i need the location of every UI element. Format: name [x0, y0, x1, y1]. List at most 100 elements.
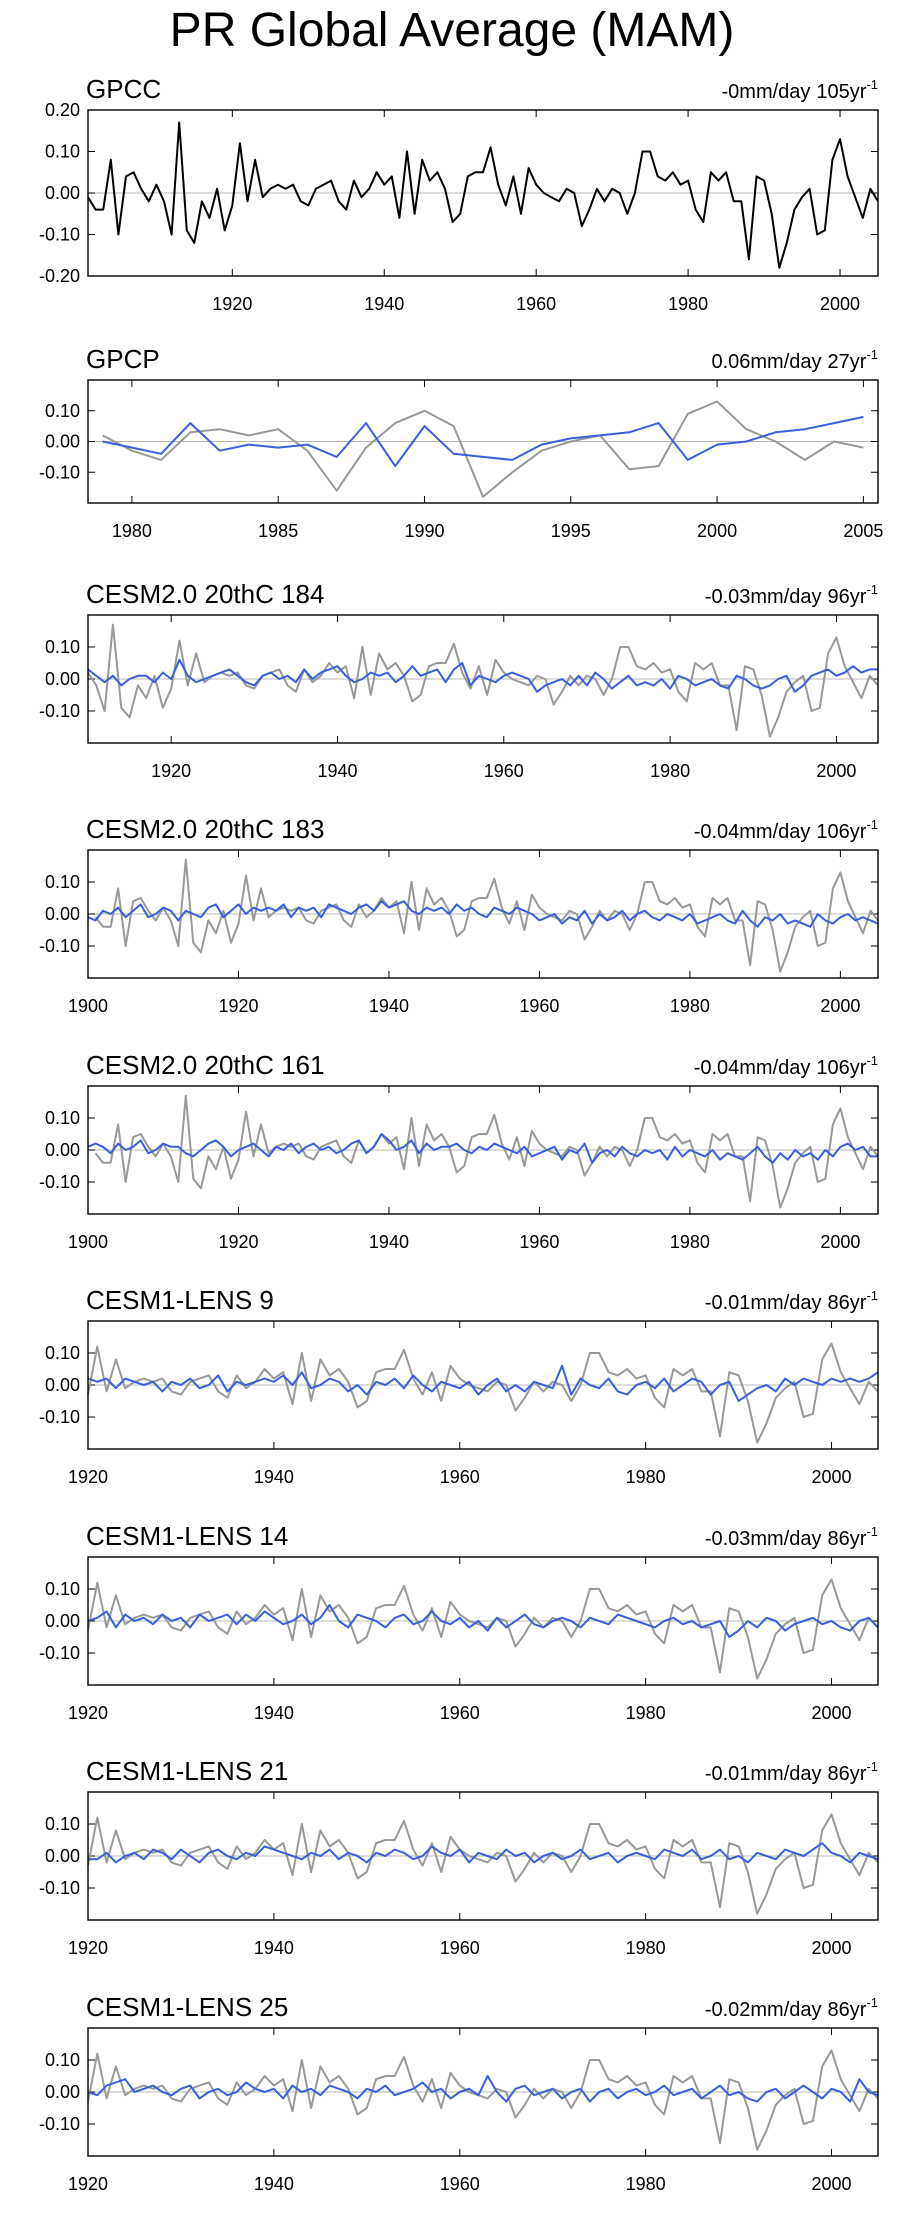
x-tick-label: 1980 [670, 1232, 710, 1252]
y-tick-label: -0.20 [39, 266, 80, 286]
x-tick-label: 2000 [820, 294, 860, 314]
x-tick-label: 1960 [516, 294, 556, 314]
x-tick-label: 1960 [440, 1703, 480, 1723]
trend-exponent: -1 [866, 77, 878, 92]
panel: GPCC -0mm/day 105yr-1 0.20 0.10 0.00 -0.10 -0.2… [39, 74, 879, 314]
panel-trend: -0.04mm/day 106yr-1 [694, 1053, 878, 1079]
x-tick-label: 1920 [68, 2174, 108, 2194]
plot-frame [87, 1320, 879, 1450]
trend-period: 86yr [828, 1999, 867, 2021]
y-tick-label: 0.00 [45, 183, 80, 203]
trend-period: 86yr [828, 1528, 867, 1550]
panel-trend: -0.04mm/day 106yr-1 [694, 817, 878, 843]
x-tick-label: 1940 [369, 996, 409, 1016]
x-tick-label: 1980 [626, 1703, 666, 1723]
trend-value: -0.04mm/day [694, 821, 811, 843]
y-tick-label: -0.10 [39, 462, 80, 482]
trend-value: -0.02mm/day [705, 1999, 822, 2021]
gpcc-series-line [87, 623, 879, 738]
x-tick-label: 2000 [812, 1467, 852, 1487]
gpcc-series-line [87, 1342, 879, 1444]
panel: CESM1-LENS 9 -0.01mm/day 86yr-1 0.10 0.00 -0.… [39, 1285, 879, 1487]
x-tick-label: 1960 [519, 1232, 559, 1252]
panel-title: GPCP [86, 344, 160, 374]
gpcc-series-line [87, 121, 879, 269]
x-tick-label: 1940 [317, 761, 357, 781]
y-tick-label: -0.10 [39, 1407, 80, 1427]
y-tick-label: 0.10 [45, 637, 80, 657]
y-tick-label: 0.00 [45, 669, 80, 689]
y-tick-label: -0.10 [39, 1643, 80, 1663]
x-tick-label: 2000 [816, 761, 856, 781]
panel-trend: -0.02mm/day 86yr-1 [705, 1995, 878, 2021]
page-title: PR Global Average (MAM) [170, 4, 735, 57]
x-tick-label: 1940 [254, 1467, 294, 1487]
x-tick-label: 1980 [668, 294, 708, 314]
plot-frame [87, 1791, 879, 1921]
x-tick-label: 1920 [218, 996, 258, 1016]
panel: CESM2.0 20thC 184 -0.03mm/day 96yr-1 0.10 0.… [39, 579, 879, 781]
trend-exponent: -1 [866, 347, 878, 362]
y-tick-label: -0.10 [39, 225, 80, 245]
x-tick-label: 1960 [440, 1938, 480, 1958]
x-tick-label: 1980 [112, 521, 152, 541]
panel-title: CESM1-LENS 14 [86, 1521, 288, 1551]
x-tick-label: 1980 [650, 761, 690, 781]
panel: CESM2.0 20thC 161 -0.04mm/day 106yr-1 0.10 0… [39, 1050, 879, 1252]
x-tick-label: 1940 [254, 2174, 294, 2194]
y-tick-label: -0.10 [39, 1878, 80, 1898]
trend-exponent: -1 [866, 1053, 878, 1068]
panel: CESM1-LENS 25 -0.02mm/day 86yr-1 0.10 0.00 -0… [39, 1992, 879, 2194]
x-tick-label: 1940 [254, 1703, 294, 1723]
y-tick-label: 0.20 [45, 100, 80, 120]
trend-exponent: -1 [866, 1759, 878, 1774]
y-tick-label: 0.00 [45, 432, 80, 452]
trend-period: 96yr [828, 586, 867, 608]
x-tick-label: 1940 [254, 1938, 294, 1958]
y-tick-label: 0.00 [45, 2082, 80, 2102]
x-tick-label: 1920 [218, 1232, 258, 1252]
y-tick-label: 0.10 [45, 142, 80, 162]
y-tick-label: -0.10 [39, 1172, 80, 1192]
trend-period: 27yr [828, 351, 867, 373]
model-series-line [87, 900, 879, 928]
plot-frame [87, 109, 879, 277]
x-tick-label: 1900 [68, 1232, 108, 1252]
panel-title: CESM2.0 20thC 184 [86, 579, 324, 609]
x-tick-label: 1995 [551, 521, 591, 541]
panel-title: CESM2.0 20thC 183 [86, 814, 324, 844]
trend-value: 0.06mm/day [711, 351, 821, 373]
x-tick-label: 1980 [626, 2174, 666, 2194]
gpcc-series-line [87, 1813, 879, 1915]
model-series-line [87, 1364, 879, 1402]
y-tick-label: 0.00 [45, 904, 80, 924]
plot-frame [87, 1556, 879, 1686]
trend-exponent: -1 [866, 1995, 878, 2010]
panel-trend: -0.01mm/day 86yr-1 [705, 1288, 878, 1314]
x-tick-label: 1985 [258, 521, 298, 541]
panel: CESM2.0 20thC 183 -0.04mm/day 106yr-1 0.10 0… [39, 814, 879, 1016]
model-series-line [88, 1842, 879, 1864]
y-tick-label: 0.10 [45, 1108, 80, 1128]
y-tick-label: 0.10 [45, 2050, 80, 2070]
panel-title: CESM1-LENS 25 [86, 1992, 288, 2022]
trend-value: -0.04mm/day [694, 1057, 811, 1079]
x-tick-label: 1960 [484, 761, 524, 781]
gpcc-series-line [94, 858, 879, 973]
model-series-line [87, 2075, 879, 2103]
trend-exponent: -1 [866, 1524, 878, 1539]
model-series-line [87, 1604, 879, 1638]
x-tick-label: 1920 [68, 1703, 108, 1723]
model-series-line [87, 1133, 878, 1164]
trend-value: -0.01mm/day [705, 1292, 822, 1314]
model-series-line [87, 658, 878, 693]
x-tick-label: 1960 [440, 2174, 480, 2194]
panel: GPCP 0.06mm/day 27yr-1 0.10 0.00 -0.10 1980 198… [39, 344, 883, 541]
panel-title: CESM1-LENS 9 [86, 1285, 274, 1315]
x-tick-label: 1940 [369, 1232, 409, 1252]
trend-period: 86yr [828, 1763, 867, 1785]
x-tick-label: 2000 [812, 2174, 852, 2194]
x-tick-label: 1980 [626, 1938, 666, 1958]
panel-trend: -0.03mm/day 96yr-1 [705, 582, 878, 608]
y-tick-label: -0.10 [39, 701, 80, 721]
